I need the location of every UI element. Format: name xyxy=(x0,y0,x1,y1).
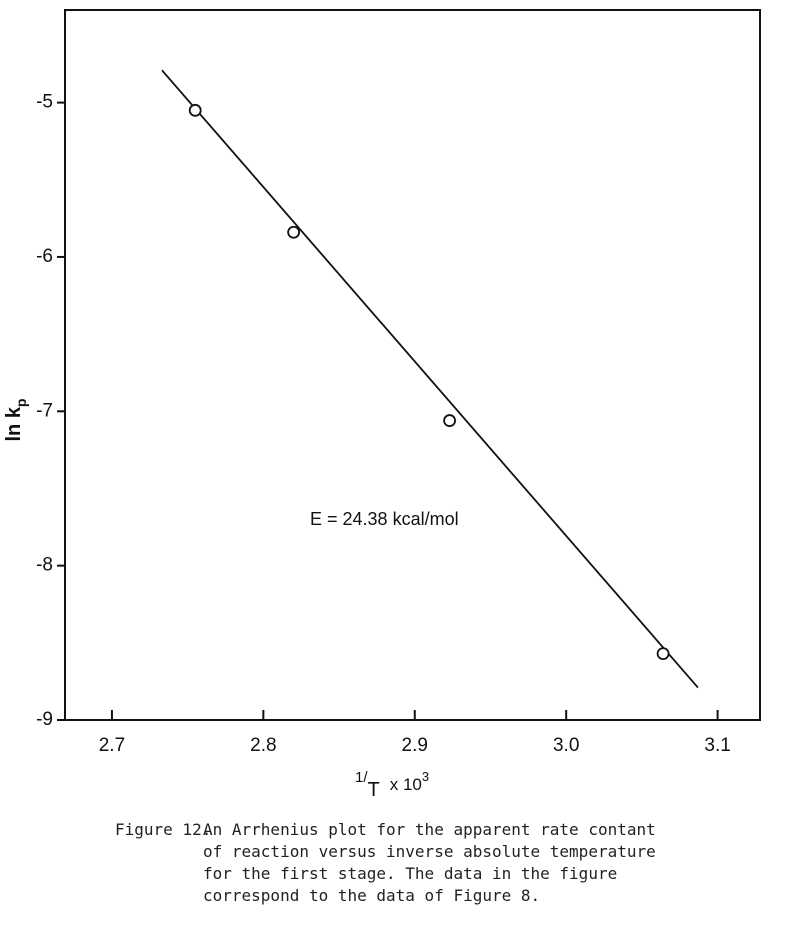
y-tick-label: -5 xyxy=(36,92,53,113)
y-tick-label: -8 xyxy=(36,555,53,576)
y-tick-label: -7 xyxy=(36,400,53,421)
caption-line: for the first stage. The data in the fig… xyxy=(203,864,617,883)
x-tick-label: 3.1 xyxy=(704,735,730,756)
data-point xyxy=(656,647,670,661)
x-label-exp: 3 xyxy=(422,769,429,784)
fit-line xyxy=(161,69,699,689)
y-tick-label: -9 xyxy=(36,709,53,730)
x-label-slash: / xyxy=(363,769,368,786)
y-tick-label: -6 xyxy=(36,246,53,267)
caption: An Arrhenius plot for the apparent rate … xyxy=(203,820,656,905)
y-axis-label: ln kp xyxy=(3,398,29,441)
data-point xyxy=(287,225,301,239)
x-label-num: 1 xyxy=(355,769,363,786)
data-point xyxy=(443,414,456,427)
x-axis-label: 1/T x 103 xyxy=(355,769,429,801)
caption-line: An Arrhenius plot for the apparent rate … xyxy=(203,820,656,839)
caption-label: Figure 12. xyxy=(115,820,211,839)
caption-line: of reaction versus inverse absolute temp… xyxy=(203,842,656,861)
annotation: E = 24.38 kcal/mol xyxy=(310,509,459,529)
caption-line: correspond to the data of Figure 8. xyxy=(203,886,540,905)
x-tick-label: 2.7 xyxy=(99,735,125,756)
y-label-main: ln k xyxy=(3,406,25,441)
plot-frame xyxy=(64,9,761,721)
data-point xyxy=(188,103,202,117)
x-label-den: T xyxy=(368,779,380,801)
y-label-sub: p xyxy=(13,398,29,407)
x-tick-label: 3.0 xyxy=(553,735,579,756)
x-tick-label: 2.8 xyxy=(250,735,276,756)
x-label-mult: x 10 xyxy=(390,775,422,794)
x-tick-label: 2.9 xyxy=(402,735,428,756)
